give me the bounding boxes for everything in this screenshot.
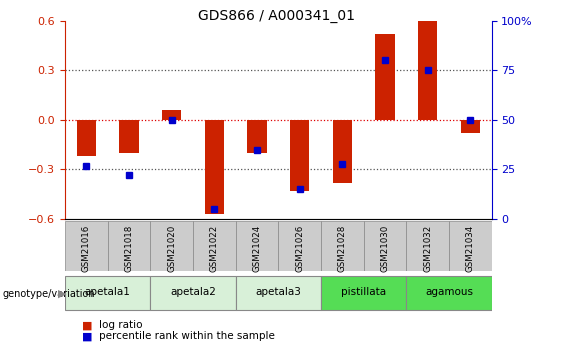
Text: GSM21034: GSM21034 <box>466 225 475 272</box>
Text: GSM21022: GSM21022 <box>210 225 219 272</box>
Bar <box>77 120 96 156</box>
Bar <box>333 120 352 183</box>
Bar <box>162 110 181 120</box>
Bar <box>107 221 150 271</box>
Text: GSM21030: GSM21030 <box>380 225 389 272</box>
Text: ■: ■ <box>82 321 93 330</box>
Bar <box>460 120 480 133</box>
Bar <box>119 120 138 153</box>
Text: GSM21028: GSM21028 <box>338 225 347 272</box>
Bar <box>65 276 150 310</box>
Text: log ratio: log ratio <box>99 321 142 330</box>
Bar <box>321 276 406 310</box>
Text: GSM21020: GSM21020 <box>167 225 176 272</box>
Bar <box>290 120 309 191</box>
Bar <box>321 221 364 271</box>
Bar <box>418 21 437 120</box>
Text: GDS866 / A000341_01: GDS866 / A000341_01 <box>198 9 355 23</box>
Bar <box>449 221 492 271</box>
Bar <box>236 276 321 310</box>
Text: apetala1: apetala1 <box>85 287 131 297</box>
Bar <box>364 221 406 271</box>
Bar <box>236 221 278 271</box>
Bar <box>205 120 224 214</box>
Text: percentile rank within the sample: percentile rank within the sample <box>99 332 275 341</box>
Text: ▶: ▶ <box>58 289 67 299</box>
Bar <box>406 221 449 271</box>
Text: pistillata: pistillata <box>341 287 386 297</box>
Bar <box>406 276 492 310</box>
Text: GSM21018: GSM21018 <box>124 225 133 272</box>
Text: ■: ■ <box>82 332 93 341</box>
Text: apetala2: apetala2 <box>170 287 216 297</box>
Text: GSM21026: GSM21026 <box>295 225 304 272</box>
Bar <box>150 221 193 271</box>
Bar <box>279 221 321 271</box>
Bar <box>65 221 107 271</box>
Text: GSM21024: GSM21024 <box>253 225 262 272</box>
Text: GSM21016: GSM21016 <box>82 225 91 272</box>
Bar <box>375 34 394 120</box>
Bar <box>193 221 236 271</box>
Bar <box>150 276 236 310</box>
Text: agamous: agamous <box>425 287 473 297</box>
Text: GSM21032: GSM21032 <box>423 225 432 272</box>
Text: genotype/variation: genotype/variation <box>3 289 95 299</box>
Bar <box>247 120 267 153</box>
Text: apetala3: apetala3 <box>255 287 301 297</box>
